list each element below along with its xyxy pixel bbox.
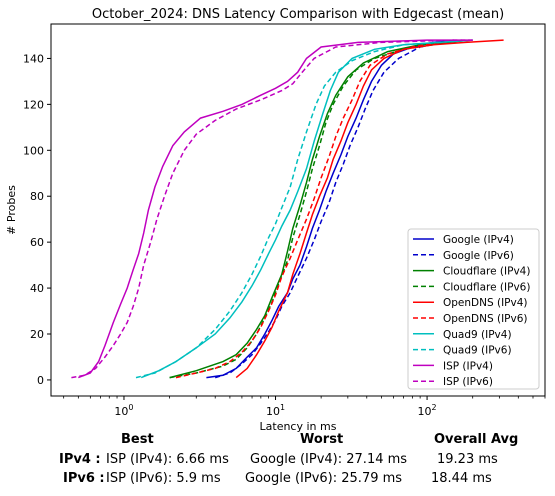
legend: Google (IPv4) Google (IPv6) Cloudflare (IP… [407,228,540,390]
legend-label: OpenDNS (IPv6) [443,313,528,325]
y-tick-label: 60 [30,236,44,249]
x-tick-label: 101 [266,403,285,418]
legend-label: OpenDNS (IPv4) [443,297,528,309]
series-line-9 [71,39,473,379]
series-line-5 [175,39,473,379]
chart-title: October_2024: DNS Latency Comparison wit… [92,7,504,22]
legend-label: Cloudflare (IPv4) [443,266,530,278]
legend-label: ISP (IPv4) [443,360,493,372]
x-axis-label: Latency in ms [260,420,337,433]
y-tick-label: 120 [23,98,44,111]
y-axis-label: # Probes [5,185,18,235]
series-line-6 [140,39,473,379]
y-tick-label: 20 [30,328,44,341]
series-line-8 [78,39,473,379]
y-tick-label: 80 [30,190,44,203]
legend-label: Cloudflare (IPv6) [443,281,530,293]
legend-label: Quad9 (IPv4) [443,329,512,341]
x-tick-label: 100 [114,403,133,418]
plot-frame [50,23,546,397]
legend-label: Quad9 (IPv6) [443,345,512,357]
axes: 0 20 40 60 80 100 120 140 100 101 102 [23,52,546,418]
x-tick-label: 102 [418,403,437,418]
legend-label: ISP (IPv6) [443,376,493,388]
y-tick-label: 140 [23,52,44,65]
legend-label: Google (IPv4) [443,234,514,246]
plot-area [71,39,504,379]
series-line-2 [169,39,470,379]
legend-label: Google (IPv6) [443,250,514,262]
series-line-0 [206,39,454,379]
series-line-1 [214,39,466,379]
series-line-7 [135,39,473,379]
legend-box [407,228,540,390]
y-tick-label: 100 [23,144,44,157]
series-line-4 [235,39,504,379]
y-tick-label: 40 [30,282,44,295]
y-tick-label: 0 [37,374,44,387]
